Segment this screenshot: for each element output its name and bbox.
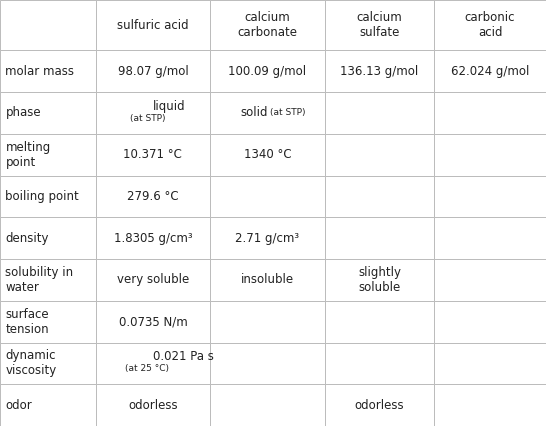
Bar xyxy=(210,343,325,384)
Bar xyxy=(0,134,96,176)
Text: surface
tension: surface tension xyxy=(5,308,49,336)
Text: very soluble: very soluble xyxy=(117,273,189,286)
Text: (at 25 °C): (at 25 °C) xyxy=(126,364,169,374)
Bar xyxy=(0,301,96,343)
Bar xyxy=(96,50,210,92)
Text: 98.07 g/mol: 98.07 g/mol xyxy=(117,65,188,78)
Bar xyxy=(325,176,434,217)
Bar xyxy=(96,134,210,176)
Bar xyxy=(96,343,210,384)
Bar xyxy=(96,384,210,426)
Text: odorless: odorless xyxy=(128,399,177,412)
Bar xyxy=(0,92,96,134)
Bar xyxy=(325,301,434,343)
Bar xyxy=(210,384,325,426)
Text: phase: phase xyxy=(5,106,41,119)
Bar xyxy=(434,92,546,134)
Text: solubility in
water: solubility in water xyxy=(5,266,74,294)
Text: carbonic
acid: carbonic acid xyxy=(465,11,515,39)
Text: sulfuric acid: sulfuric acid xyxy=(117,19,189,32)
Bar xyxy=(0,176,96,217)
Text: 279.6 °C: 279.6 °C xyxy=(127,190,179,203)
Text: boiling point: boiling point xyxy=(5,190,79,203)
Bar xyxy=(0,0,96,50)
Text: dynamic
viscosity: dynamic viscosity xyxy=(5,349,57,377)
Text: 10.371 °C: 10.371 °C xyxy=(123,148,182,161)
Text: melting
point: melting point xyxy=(5,141,51,169)
Bar xyxy=(210,50,325,92)
Bar xyxy=(325,384,434,426)
Bar xyxy=(210,217,325,259)
Bar xyxy=(96,301,210,343)
Bar xyxy=(434,343,546,384)
Bar xyxy=(210,92,325,134)
Bar xyxy=(210,176,325,217)
Bar xyxy=(325,92,434,134)
Bar xyxy=(325,343,434,384)
Bar xyxy=(434,301,546,343)
Text: molar mass: molar mass xyxy=(5,65,74,78)
Bar xyxy=(0,343,96,384)
Bar xyxy=(96,92,210,134)
Text: 0.0735 N/m: 0.0735 N/m xyxy=(118,315,187,328)
Bar xyxy=(96,259,210,301)
Bar xyxy=(0,259,96,301)
Text: odorless: odorless xyxy=(355,399,404,412)
Text: slightly
soluble: slightly soluble xyxy=(358,266,401,294)
Bar xyxy=(434,0,546,50)
Bar xyxy=(96,217,210,259)
Bar xyxy=(96,176,210,217)
Bar xyxy=(325,0,434,50)
Text: calcium
sulfate: calcium sulfate xyxy=(357,11,402,39)
Bar xyxy=(0,50,96,92)
Bar xyxy=(210,134,325,176)
Text: 62.024 g/mol: 62.024 g/mol xyxy=(451,65,529,78)
Bar xyxy=(434,134,546,176)
Bar xyxy=(0,217,96,259)
Bar xyxy=(434,384,546,426)
Bar xyxy=(325,50,434,92)
Bar xyxy=(434,259,546,301)
Bar xyxy=(0,384,96,426)
Bar xyxy=(325,259,434,301)
Text: insoluble: insoluble xyxy=(241,273,294,286)
Text: 2.71 g/cm³: 2.71 g/cm³ xyxy=(235,232,300,245)
Text: solid: solid xyxy=(240,106,268,119)
Bar xyxy=(210,0,325,50)
Text: density: density xyxy=(5,232,49,245)
Bar xyxy=(96,0,210,50)
Text: 0.021 Pa s: 0.021 Pa s xyxy=(153,350,213,363)
Text: 1.8305 g/cm³: 1.8305 g/cm³ xyxy=(114,232,192,245)
Bar xyxy=(325,217,434,259)
Bar xyxy=(434,50,546,92)
Text: liquid: liquid xyxy=(153,100,186,112)
Bar xyxy=(210,259,325,301)
Bar xyxy=(434,176,546,217)
Bar xyxy=(325,134,434,176)
Text: odor: odor xyxy=(5,399,32,412)
Text: 100.09 g/mol: 100.09 g/mol xyxy=(228,65,307,78)
Text: 136.13 g/mol: 136.13 g/mol xyxy=(340,65,419,78)
Text: (at STP): (at STP) xyxy=(270,108,306,118)
Bar xyxy=(434,217,546,259)
Text: (at STP): (at STP) xyxy=(129,114,165,123)
Text: calcium
carbonate: calcium carbonate xyxy=(238,11,298,39)
Bar xyxy=(210,301,325,343)
Text: 1340 °C: 1340 °C xyxy=(244,148,292,161)
